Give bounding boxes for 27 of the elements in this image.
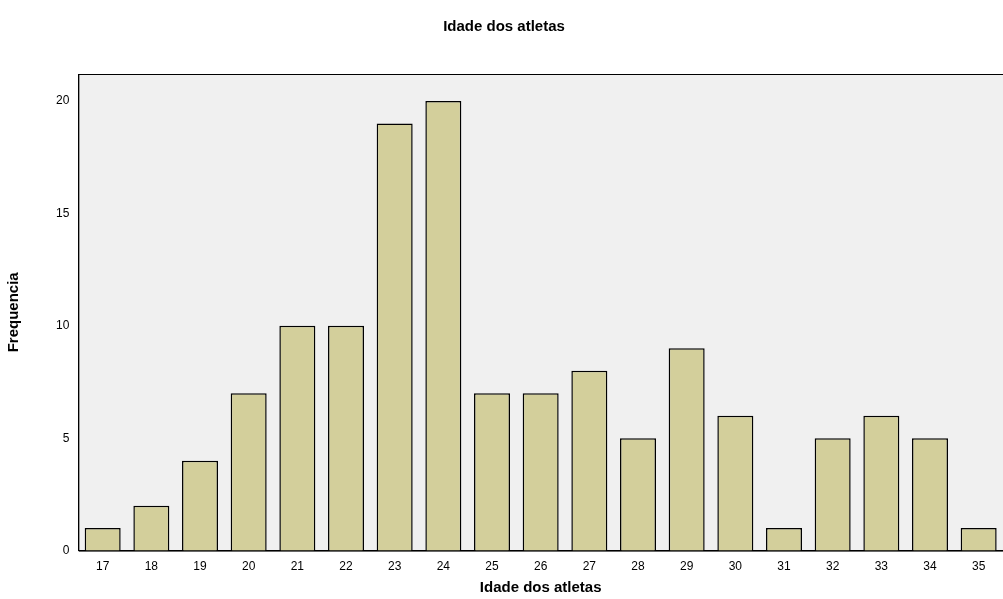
x-tick-label: 20 — [242, 559, 256, 574]
x-tick-label: 29 — [679, 559, 694, 574]
x-tick-label: 21 — [290, 559, 305, 574]
y-axis-title: Frequencia — [4, 271, 22, 353]
y-tick-label: 5 — [62, 430, 70, 445]
x-tick-label: 28 — [631, 559, 645, 574]
x-tick-label: 31 — [777, 559, 791, 574]
x-tick-label: 34 — [923, 559, 937, 574]
x-tick-label: 26 — [533, 559, 548, 574]
x-tick-label: 30 — [728, 559, 743, 574]
x-tick-label: 22 — [339, 559, 353, 574]
x-tick-label: 24 — [436, 559, 451, 574]
y-tick-label: 20 — [55, 93, 70, 108]
x-tick-label: 35 — [971, 559, 986, 574]
x-tick-label: 33 — [874, 559, 889, 574]
y-tick-label: 15 — [55, 205, 70, 220]
x-tick-label: 32 — [825, 559, 840, 574]
x-axis-title: Idade dos atletas — [479, 578, 602, 596]
x-tick-label: 23 — [388, 559, 402, 574]
x-tick-label: 25 — [485, 559, 499, 574]
x-tick-label: 18 — [144, 559, 159, 574]
x-tick-label: 19 — [193, 559, 208, 574]
chart-title: Idade dos atletas — [443, 17, 565, 35]
x-tick-label: 17 — [96, 559, 110, 574]
y-tick-label: 0 — [62, 542, 70, 557]
x-tick-label: 27 — [582, 559, 597, 574]
y-tick-label: 10 — [55, 318, 70, 333]
